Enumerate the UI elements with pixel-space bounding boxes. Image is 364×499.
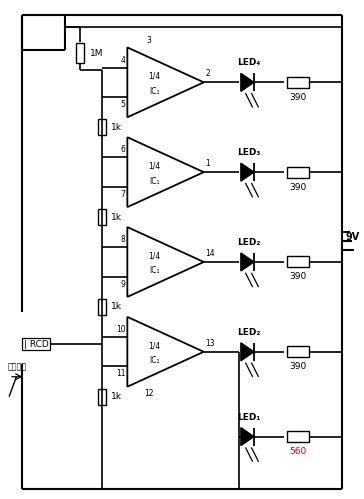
Text: IC₁: IC₁ bbox=[149, 266, 160, 275]
Text: IC₁: IC₁ bbox=[149, 356, 160, 365]
Text: 390: 390 bbox=[290, 183, 307, 192]
Text: 390: 390 bbox=[290, 93, 307, 102]
Text: 7: 7 bbox=[120, 190, 126, 199]
Text: 9: 9 bbox=[120, 279, 126, 288]
Polygon shape bbox=[241, 343, 254, 361]
Bar bbox=[288, 256, 309, 267]
Text: 1k: 1k bbox=[111, 123, 122, 132]
Bar bbox=[98, 209, 106, 225]
Text: 11: 11 bbox=[116, 369, 126, 378]
Text: 8: 8 bbox=[121, 236, 126, 245]
Text: LED₄: LED₄ bbox=[238, 58, 261, 67]
Bar bbox=[288, 77, 309, 88]
Text: 1k: 1k bbox=[111, 213, 122, 222]
Text: LED₂: LED₂ bbox=[238, 328, 261, 337]
Text: 13: 13 bbox=[206, 339, 215, 348]
Bar bbox=[98, 119, 106, 135]
Text: 1/4: 1/4 bbox=[149, 162, 161, 171]
Text: 14: 14 bbox=[206, 249, 215, 258]
Polygon shape bbox=[241, 163, 254, 181]
Text: 1: 1 bbox=[206, 159, 210, 168]
Polygon shape bbox=[241, 428, 254, 446]
Text: LED₁: LED₁ bbox=[238, 413, 261, 422]
Text: 560: 560 bbox=[290, 447, 307, 456]
Bar bbox=[98, 389, 106, 405]
Text: 2: 2 bbox=[206, 69, 210, 78]
Bar bbox=[288, 167, 309, 178]
Text: 9V: 9V bbox=[346, 232, 360, 242]
Text: IC₁: IC₁ bbox=[149, 177, 160, 186]
Bar bbox=[76, 43, 84, 63]
Text: LED₂: LED₂ bbox=[238, 238, 261, 247]
Text: 1k: 1k bbox=[111, 302, 122, 311]
Text: IC₁: IC₁ bbox=[149, 87, 160, 96]
Text: 4: 4 bbox=[120, 56, 126, 65]
Text: 1k: 1k bbox=[111, 392, 122, 401]
Text: LED₃: LED₃ bbox=[238, 148, 261, 157]
Polygon shape bbox=[241, 253, 254, 271]
Bar bbox=[288, 431, 309, 442]
Bar bbox=[98, 299, 106, 315]
Text: 输入电压: 输入电压 bbox=[7, 362, 26, 371]
Text: 1M: 1M bbox=[90, 49, 104, 58]
Text: 10: 10 bbox=[116, 325, 126, 334]
Bar bbox=[288, 346, 309, 357]
Text: 390: 390 bbox=[290, 272, 307, 281]
Text: 1/4: 1/4 bbox=[149, 251, 161, 260]
Text: | RCD: | RCD bbox=[24, 340, 48, 349]
Text: 5: 5 bbox=[120, 100, 126, 109]
Text: 1/4: 1/4 bbox=[149, 341, 161, 350]
Text: 6: 6 bbox=[120, 146, 126, 155]
Text: 390: 390 bbox=[290, 362, 307, 371]
Text: 12: 12 bbox=[145, 389, 154, 398]
Polygon shape bbox=[241, 73, 254, 91]
Text: 1/4: 1/4 bbox=[149, 72, 161, 81]
Text: 3: 3 bbox=[147, 36, 152, 45]
